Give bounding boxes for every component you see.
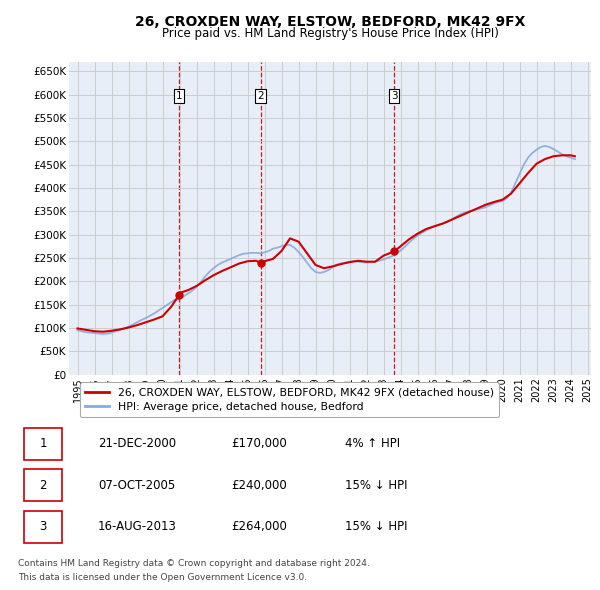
Text: 26, CROXDEN WAY, ELSTOW, BEDFORD, MK42 9FX: 26, CROXDEN WAY, ELSTOW, BEDFORD, MK42 9…: [135, 15, 525, 29]
Text: 2: 2: [257, 91, 264, 101]
Text: £240,000: £240,000: [232, 479, 287, 492]
Text: £170,000: £170,000: [232, 437, 287, 450]
FancyBboxPatch shape: [24, 511, 62, 543]
Text: This data is licensed under the Open Government Licence v3.0.: This data is licensed under the Open Gov…: [18, 573, 307, 582]
Legend: 26, CROXDEN WAY, ELSTOW, BEDFORD, MK42 9FX (detached house), HPI: Average price,: 26, CROXDEN WAY, ELSTOW, BEDFORD, MK42 9…: [80, 382, 499, 417]
Text: 16-AUG-2013: 16-AUG-2013: [98, 520, 177, 533]
Text: 4% ↑ HPI: 4% ↑ HPI: [344, 437, 400, 450]
Text: 21-DEC-2000: 21-DEC-2000: [98, 437, 176, 450]
Text: 15% ↓ HPI: 15% ↓ HPI: [344, 479, 407, 492]
Text: 2: 2: [40, 479, 47, 492]
Text: Price paid vs. HM Land Registry's House Price Index (HPI): Price paid vs. HM Land Registry's House …: [161, 27, 499, 40]
FancyBboxPatch shape: [24, 470, 62, 502]
Text: 1: 1: [40, 437, 47, 450]
Text: Contains HM Land Registry data © Crown copyright and database right 2024.: Contains HM Land Registry data © Crown c…: [18, 559, 370, 568]
Text: 3: 3: [391, 91, 397, 101]
Text: 07-OCT-2005: 07-OCT-2005: [98, 479, 175, 492]
Text: 15% ↓ HPI: 15% ↓ HPI: [344, 520, 407, 533]
Text: £264,000: £264,000: [232, 520, 287, 533]
FancyBboxPatch shape: [24, 428, 62, 460]
Text: 3: 3: [40, 520, 47, 533]
Text: 1: 1: [176, 91, 182, 101]
